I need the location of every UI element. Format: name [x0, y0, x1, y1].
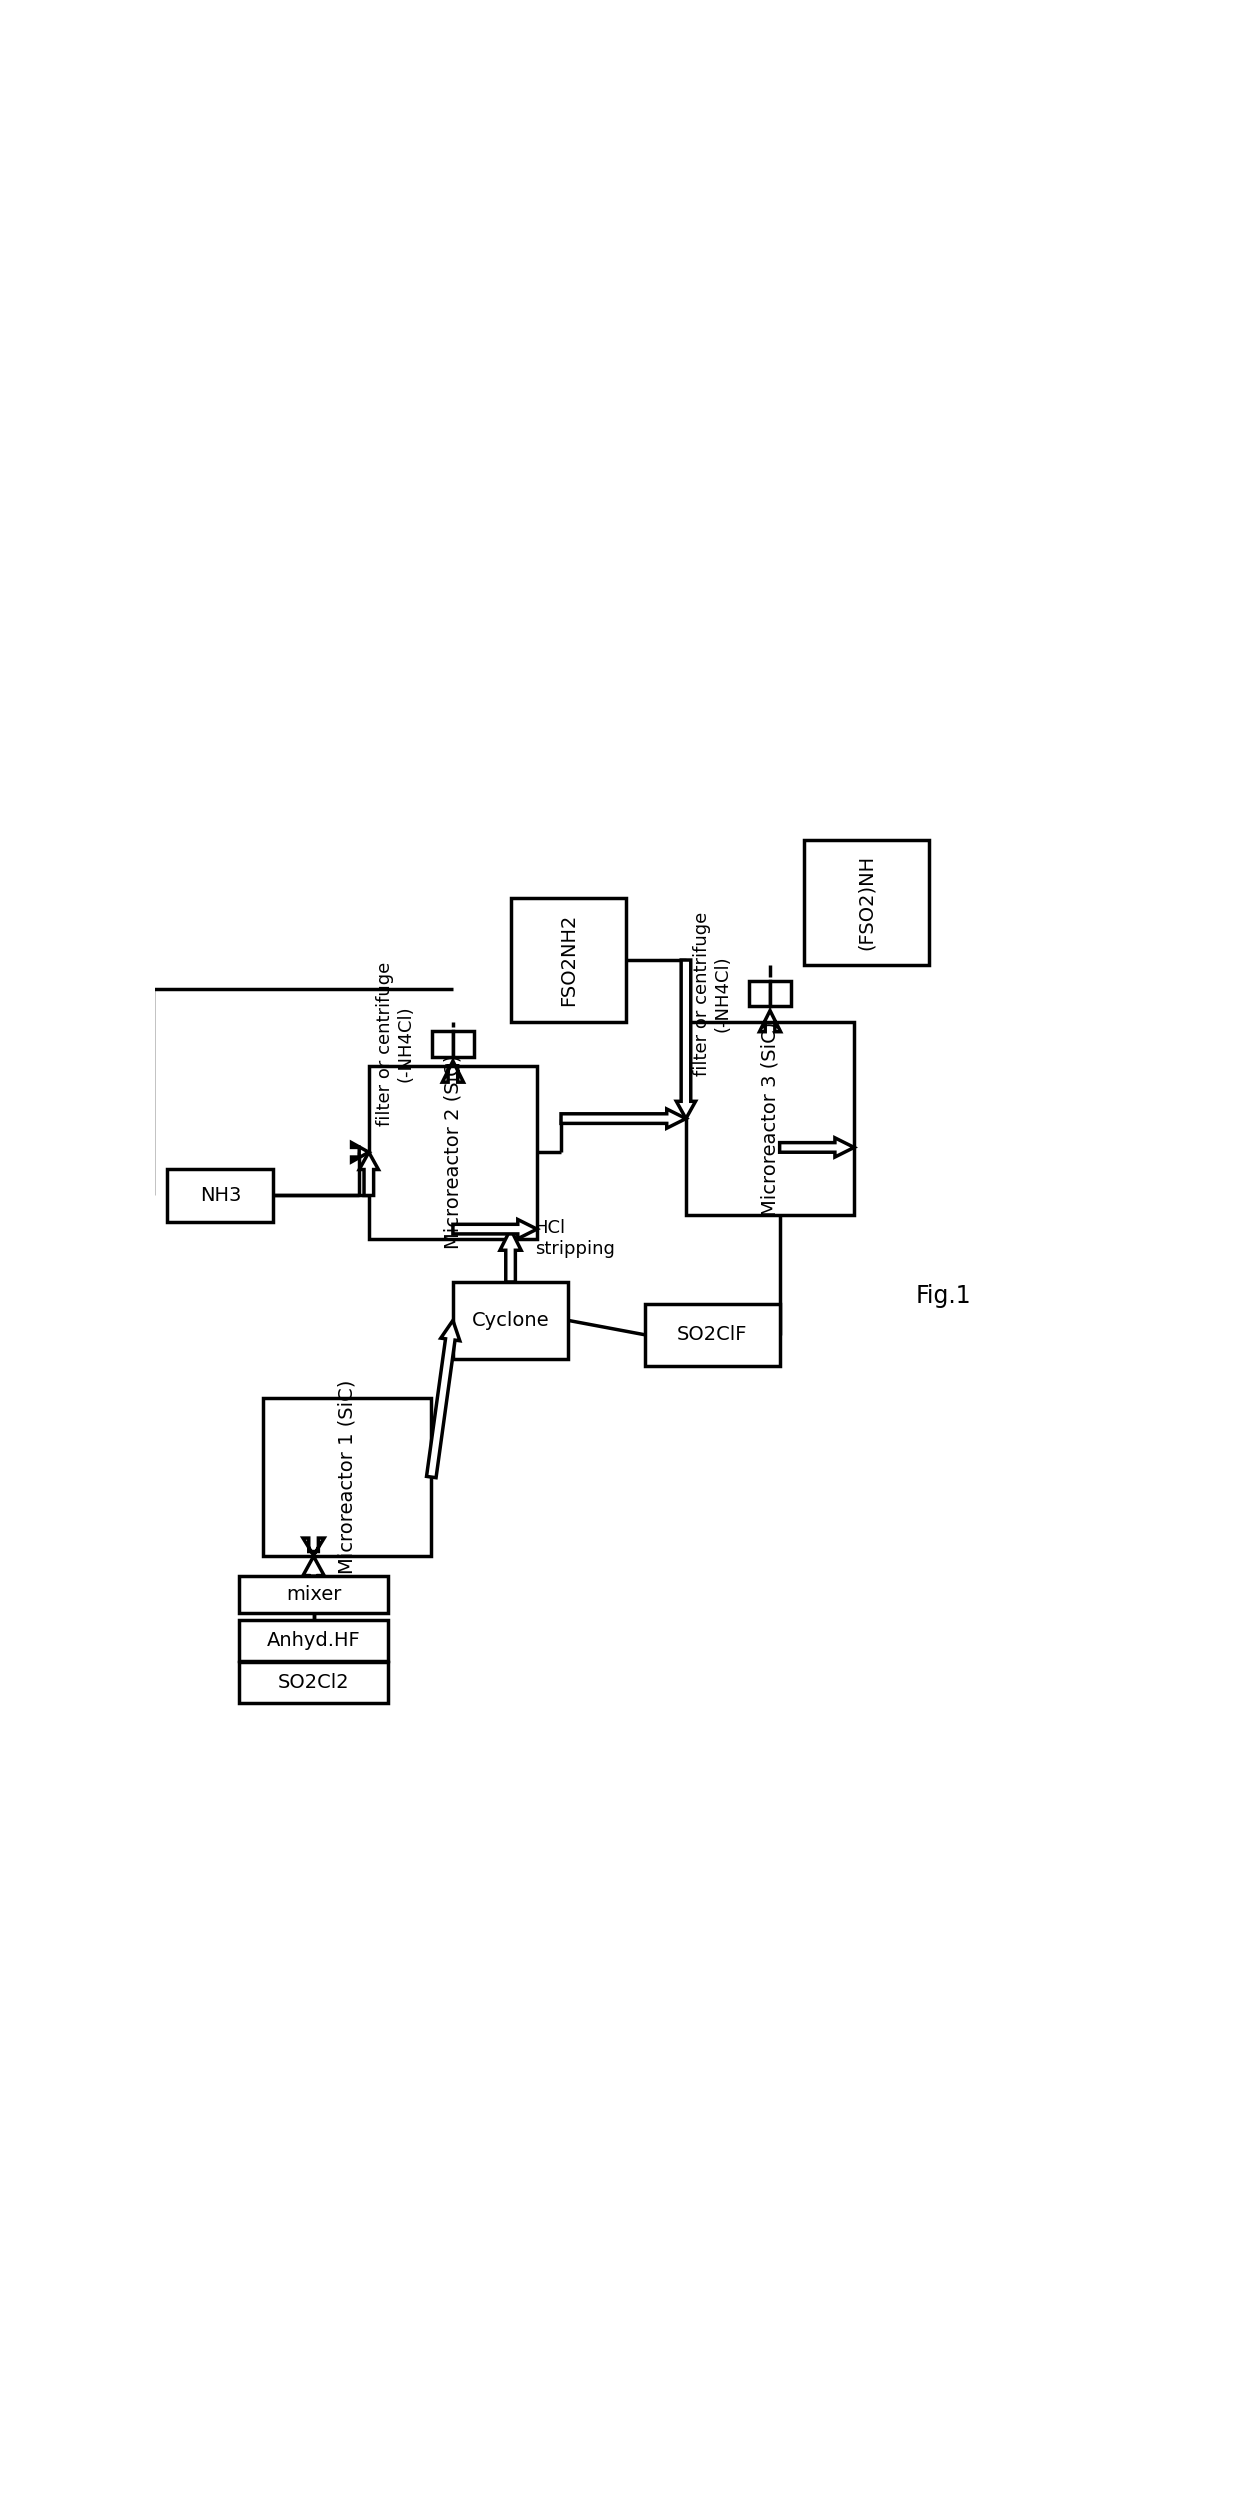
Bar: [770, 981, 791, 1007]
FancyArrow shape: [303, 1556, 324, 1576]
Bar: [511, 899, 626, 1022]
Bar: [645, 1303, 780, 1365]
Bar: [368, 1067, 537, 1240]
FancyArrow shape: [427, 1320, 460, 1478]
Text: Anhyd.HF: Anhyd.HF: [267, 1632, 361, 1649]
Bar: [686, 1022, 854, 1215]
Bar: [749, 981, 770, 1007]
Bar: [239, 1619, 388, 1662]
FancyArrow shape: [351, 1142, 368, 1162]
FancyArrow shape: [303, 1539, 324, 1556]
Text: Microreactor 1 (SiC): Microreactor 1 (SiC): [337, 1380, 357, 1574]
Bar: [239, 1662, 388, 1704]
FancyArrow shape: [560, 1109, 686, 1127]
Text: Cyclone: Cyclone: [471, 1310, 549, 1330]
Text: Microreactor 3 (SiC): Microreactor 3 (SiC): [760, 1022, 780, 1215]
Text: (FSO2)NH: (FSO2)NH: [857, 856, 875, 949]
Bar: [432, 1032, 453, 1057]
Bar: [167, 1170, 273, 1222]
Text: Fig.1: Fig.1: [915, 1285, 971, 1308]
FancyArrow shape: [453, 1220, 537, 1240]
Text: Microreactor 2 (SiC): Microreactor 2 (SiC): [444, 1054, 463, 1250]
Bar: [453, 1032, 474, 1057]
Text: filter or centrifuge
(-NH4Cl): filter or centrifuge (-NH4Cl): [376, 961, 414, 1127]
Bar: [453, 1283, 568, 1358]
FancyArrow shape: [676, 959, 696, 1119]
Text: SO2ClF: SO2ClF: [677, 1325, 748, 1345]
Bar: [263, 1398, 432, 1556]
Bar: [239, 1576, 388, 1611]
FancyArrow shape: [443, 1062, 464, 1082]
FancyArrow shape: [500, 1230, 521, 1283]
Text: mixer: mixer: [286, 1584, 341, 1604]
Text: HCl
stripping: HCl stripping: [534, 1220, 615, 1258]
FancyArrow shape: [780, 1137, 854, 1157]
FancyArrow shape: [759, 1012, 781, 1032]
Text: SO2Cl2: SO2Cl2: [278, 1674, 350, 1692]
Text: NH3: NH3: [200, 1185, 241, 1205]
Text: FSO2NH2: FSO2NH2: [559, 914, 578, 1007]
Text: filter or centrifuge
(-NH4Cl): filter or centrifuge (-NH4Cl): [693, 911, 732, 1077]
FancyArrow shape: [360, 1152, 378, 1195]
Bar: [804, 841, 929, 964]
